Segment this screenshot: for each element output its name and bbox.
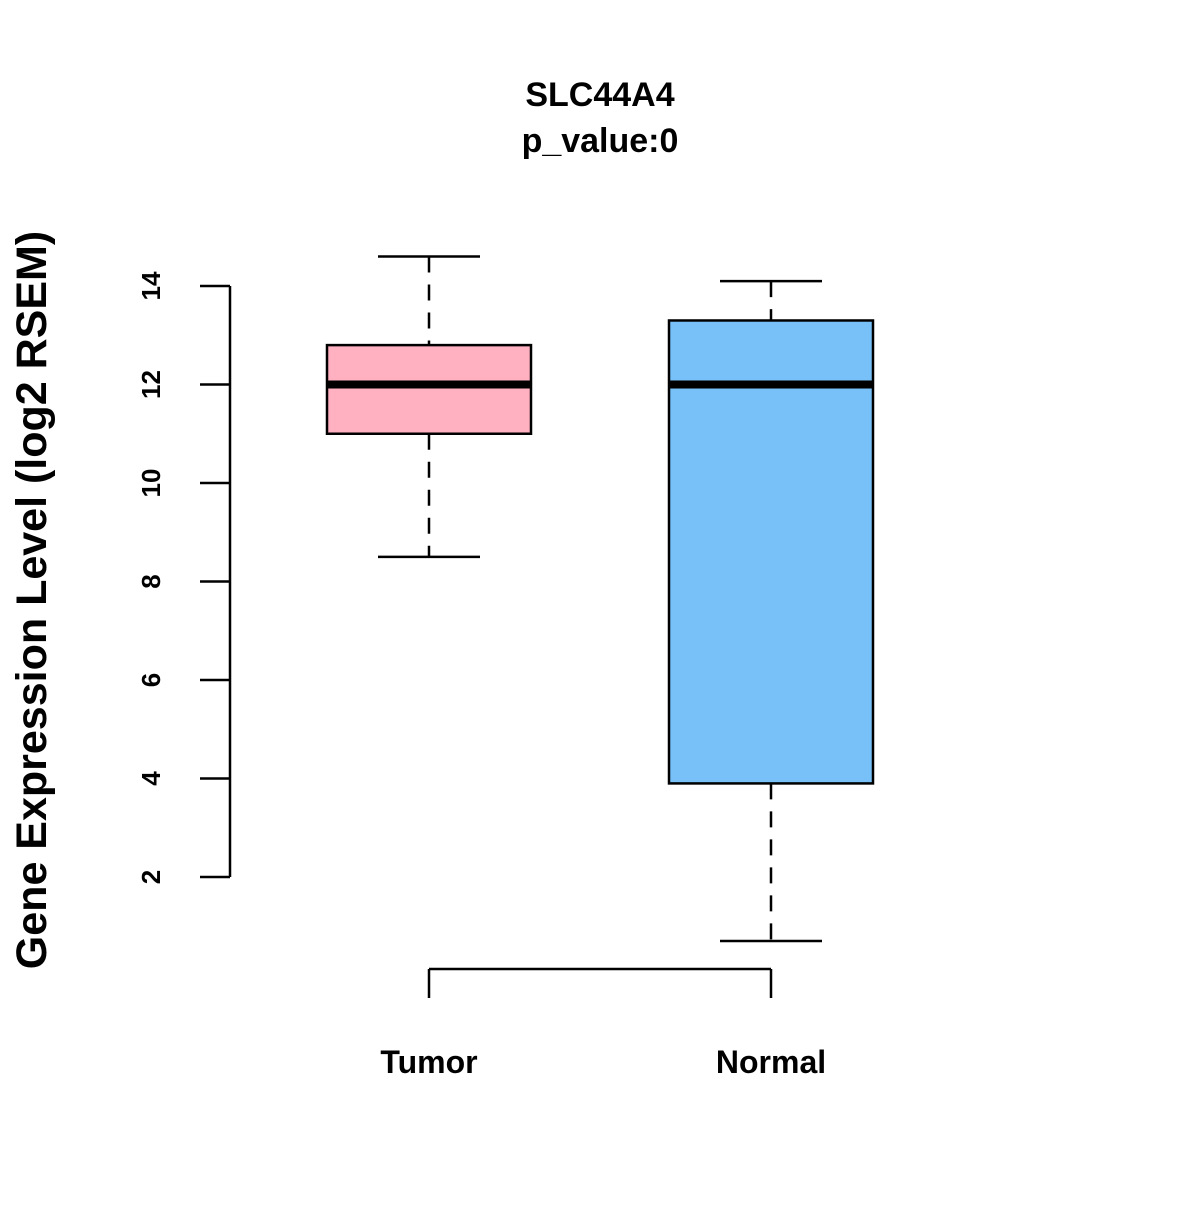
y-tick-label-6: 6 xyxy=(136,673,166,687)
chart-subtitle: p_value:0 xyxy=(522,122,679,160)
x-axis-labels: Tumor Normal xyxy=(380,1044,826,1080)
y-tick-label-8: 8 xyxy=(136,574,166,588)
box-normal xyxy=(667,279,875,943)
y-tick-label-10: 10 xyxy=(136,469,166,498)
boxes xyxy=(325,255,875,943)
y-tick-label-2: 2 xyxy=(136,870,166,884)
iqr-box-tumor xyxy=(325,343,533,436)
box-tumor xyxy=(325,255,533,559)
y-axis: 2 4 6 8 10 12 14 xyxy=(136,271,232,884)
chart-title: SLC44A4 xyxy=(525,76,674,114)
comparison-bracket xyxy=(427,967,773,998)
y-axis-label: Gene Expression Level (log2 RSEM) xyxy=(8,231,56,969)
y-tick-label-4: 4 xyxy=(136,771,166,786)
x-label-normal: Normal xyxy=(716,1044,826,1080)
x-label-tumor: Tumor xyxy=(380,1044,477,1080)
y-tick-label-14: 14 xyxy=(136,271,166,300)
iqr-box-normal xyxy=(667,319,875,785)
y-tick-label-12: 12 xyxy=(136,370,166,399)
